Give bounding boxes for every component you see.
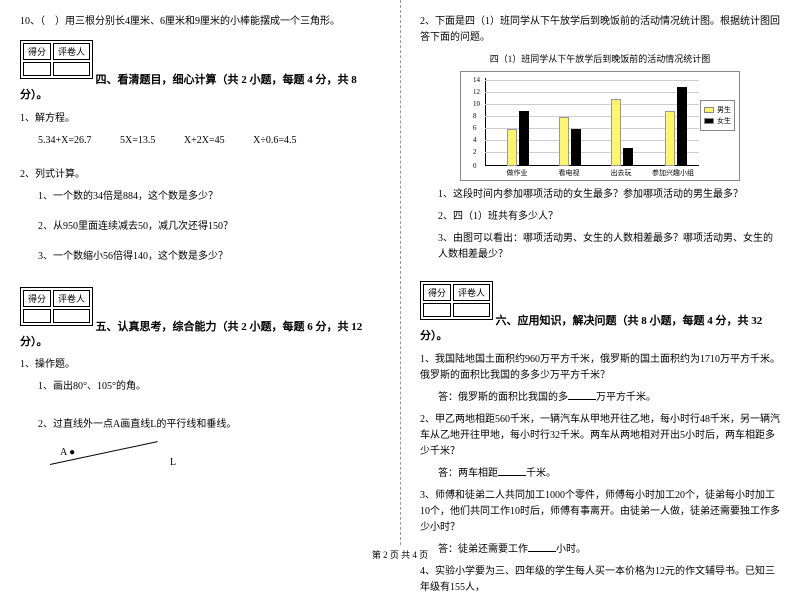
a6-2: 答：两车相距千米。 [420,466,780,482]
chart-legend: 男生 女生 [700,100,735,131]
section4-title: 四、看清题目，细心计算（共 2 小题，每题 4 分，共 8 [96,74,357,86]
score-h2: 评卷人 [53,290,90,307]
q6-3: 3、师傅和徒弟二人共同加工1000个零件，师傅每小时加工20个，徒弟每小时加工1… [420,488,780,536]
q6-1: 1、我国陆地国土面积约960万平方千米，俄罗斯的国土面积约为1710万平方千米。… [420,352,780,384]
bar-male [507,129,517,166]
bar-chart: 14 12 10 8 6 4 2 0 做作业 看电视 出去玩 参加兴趣小组 男生… [460,71,740,181]
xlabel: 出去玩 [611,168,632,178]
eq2: 5X=13.5 [120,133,155,149]
score-h1: 得分 [423,284,451,301]
q10: 10、（ ）用三根分别长4厘米、6厘米和9厘米的小棒能摆成一个三角形。 [20,14,380,30]
line-l-label: L [170,457,176,468]
eq3: X+2X=45 [184,133,225,149]
point-a-label: A ● [60,447,75,458]
ytick: 2 [473,148,477,156]
q4-2: 2、列式计算。 [20,167,380,183]
chart-title: 四（1）班同学从下午放学后到晚饭前的活动情况统计图 [420,52,780,65]
xlabel: 做作业 [507,168,528,178]
equations: 5.34+X=26.7 5X=13.5 X+2X=45 X÷0.6=4.5 [20,133,380,149]
section5-title: 五、认真思考，综合能力（共 2 小题，每题 6 分，共 12 [96,321,363,333]
score-box-6: 得分评卷人 [420,281,493,320]
right-column: 2、下面是四（1）班同学从下午放学后到晚饭前的活动情况统计图。根据统计图回答下面… [400,0,800,545]
q6-2: 2、甲乙两地相距560千米，一辆汽车从甲地开往乙地，每小时行48千米，另一辆汽车… [420,412,780,460]
q5-1-1: 1、画出80°、105°的角。 [20,379,380,395]
ytick: 10 [473,100,480,108]
score-box-4: 得分评卷人 [20,40,93,79]
score-h2: 评卷人 [53,43,90,60]
legend-swatch-f [704,118,714,124]
xlabel: 看电视 [559,168,580,178]
section6-title: 六、应用知识，解决问题（共 8 小题，每题 4 分，共 32 [496,315,763,327]
legend-label-f: 女生 [717,116,731,126]
bar-male [665,111,675,166]
q2-1: 1、这段时间内参加哪项活动的女生最多？参加哪项活动的男生最多？ [420,187,780,203]
bar-female [519,111,529,166]
ytick: 4 [473,136,477,144]
ytick: 12 [473,88,480,96]
geometry-figure: A ● L [50,439,190,469]
bar-female [571,129,581,166]
section4-fen: 分）。 [20,89,48,101]
legend-label-m: 男生 [717,105,731,115]
left-column: 10、（ ）用三根分别长4厘米、6厘米和9厘米的小棒能摆成一个三角形。 得分评卷… [0,0,400,545]
q2-intro: 2、下面是四（1）班同学从下午放学后到晚饭前的活动情况统计图。根据统计图回答下面… [420,14,780,46]
score-box-5: 得分评卷人 [20,287,93,326]
bars-area [489,78,699,166]
q4-1: 1、解方程。 [20,111,380,127]
legend-swatch-m [704,107,714,113]
ytick: 6 [473,124,477,132]
q6-4: 4、实验小学要为三、四年级的学生每人买一本价格为12元的作文辅导书。已知三年级有… [420,564,780,596]
page-footer: 第 2 页 共 4 页 [0,548,800,561]
bar-female [677,87,687,166]
q4-2-3: 3、一个数缩小56倍得140，这个数是多少？ [20,249,380,265]
eq4: X÷0.6=4.5 [253,133,296,149]
eq1: 5.34+X=26.7 [38,133,92,149]
score-h1: 得分 [23,290,51,307]
bar-male [559,117,569,166]
score-h2: 评卷人 [453,284,490,301]
ytick: 8 [473,112,477,120]
score-h1: 得分 [23,43,51,60]
q5-1: 1、操作题。 [20,357,380,373]
section5-fen: 分）。 [20,336,48,348]
xlabel: 参加兴趣小组 [652,168,694,178]
ytick: 0 [473,162,477,170]
q4-2-2: 2、从950里面连续减去50，减几次还得150？ [20,219,380,235]
bar-male [611,99,621,166]
section6-fen: 分）。 [420,330,448,342]
q5-1-2: 2、过直线外一点A画直线L的平行线和垂线。 [20,417,380,433]
q4-2-1: 1、一个数的34倍是884，这个数是多少？ [20,189,380,205]
a6-1: 答：俄罗斯的面积比我国的多万平方千米。 [420,390,780,406]
q2-2: 2、四（1）班共有多少人？ [420,209,780,225]
ytick: 14 [473,76,480,84]
q2-3: 3、由图可以看出：哪项活动男、女生的人数相差最多？哪项活动男、女生的人数相差最少… [420,231,780,263]
bar-female [623,148,633,166]
